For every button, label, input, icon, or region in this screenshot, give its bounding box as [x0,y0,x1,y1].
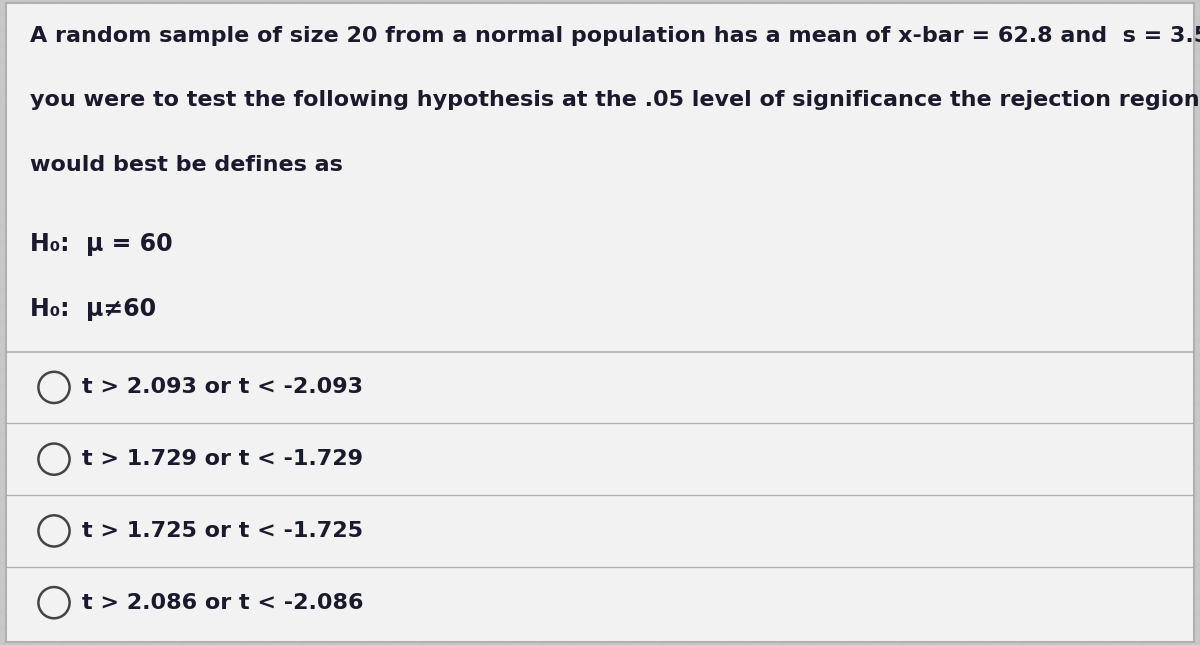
Text: t > 2.086 or t < -2.086: t > 2.086 or t < -2.086 [82,593,364,613]
Text: you were to test the following hypothesis at the .05 level of significance the r: you were to test the following hypothesi… [30,90,1200,110]
Text: would best be defines as: would best be defines as [30,155,343,175]
Text: t > 2.093 or t < -2.093: t > 2.093 or t < -2.093 [82,377,362,397]
Text: H₀:  μ≠60: H₀: μ≠60 [30,297,156,321]
Text: A random sample of size 20 from a normal population has a mean of x-bar = 62.8 a: A random sample of size 20 from a normal… [30,26,1200,46]
Text: H₀:  μ = 60: H₀: μ = 60 [30,232,173,256]
FancyBboxPatch shape [6,3,1194,642]
Text: t > 1.725 or t < -1.725: t > 1.725 or t < -1.725 [82,521,362,541]
Text: t > 1.729 or t < -1.729: t > 1.729 or t < -1.729 [82,449,362,469]
